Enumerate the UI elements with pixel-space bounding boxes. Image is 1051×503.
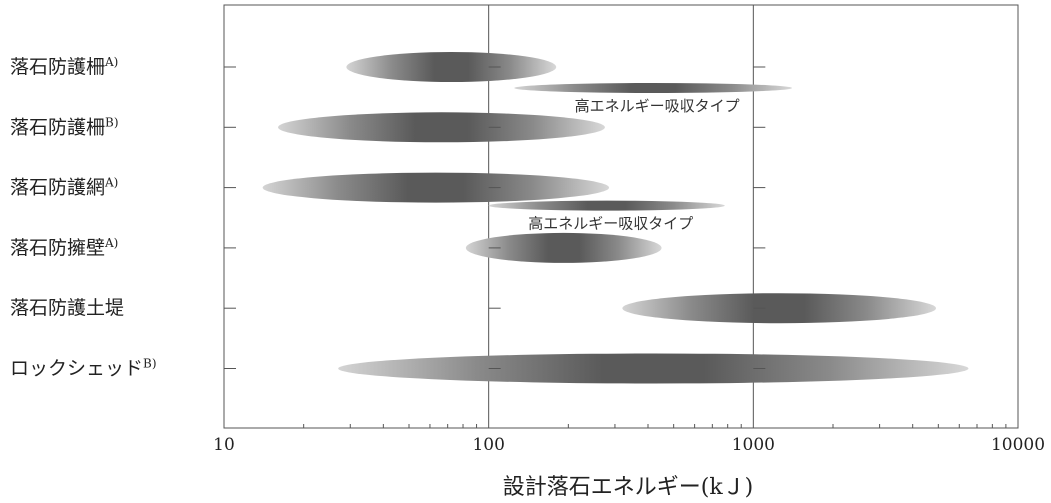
range-bar — [338, 353, 969, 384]
x-axis-label: 設計落石エネルギー(kＪ) — [503, 475, 754, 500]
plot-border — [223, 4, 1019, 429]
range-bar — [346, 52, 557, 82]
range-bar — [622, 293, 937, 324]
x-tick-label: 1000 — [732, 435, 775, 455]
category-label: 落石防護土堤 — [10, 297, 124, 319]
range-annotation: 高エネルギー吸収タイプ — [575, 97, 740, 115]
category-label: 落石防擁壁A) — [10, 236, 118, 259]
range-bar — [262, 172, 610, 203]
category-labels: 落石防護柵A) 落石防護柵B) 落石防護網A) 落石防擁壁A) 落石防護土堤ロックシェッ… — [10, 55, 157, 380]
range-bar — [488, 200, 725, 211]
x-axis-ticks: 10 100 1000 10000 — [213, 66, 1045, 455]
category-label: 落石防護柵A) — [10, 55, 118, 78]
category-label: ロックシェッドB) — [10, 357, 157, 380]
range-bar — [465, 232, 662, 263]
category-label: 落石防護柵B) — [10, 115, 119, 138]
range-bar — [514, 83, 793, 93]
x-tick-label: 10 — [213, 435, 235, 455]
range-annotation: 高エネルギー吸収タイプ — [528, 215, 693, 233]
x-tick-label: 10000 — [991, 435, 1045, 455]
range-bar — [278, 112, 605, 143]
category-label: 落石防護網A) — [10, 176, 118, 199]
x-tick-label: 100 — [472, 435, 504, 455]
